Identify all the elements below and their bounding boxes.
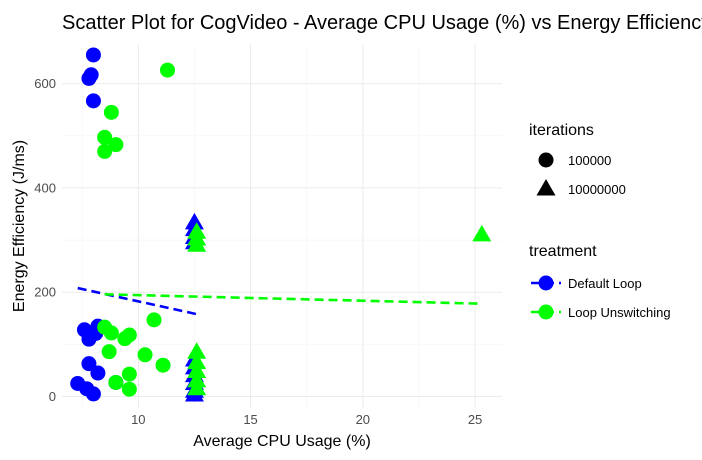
data-point-triangle — [187, 342, 207, 359]
x-tick-label: 15 — [243, 412, 257, 427]
data-point-circle — [97, 143, 113, 159]
data-point-triangle — [187, 378, 207, 396]
legend-key-triangle — [536, 179, 556, 196]
data-point-circle — [160, 62, 176, 78]
data-point-circle — [155, 357, 171, 373]
y-tick-label: 0 — [49, 389, 56, 404]
data-point-circle — [81, 331, 97, 347]
x-axis-title: Average CPU Usage (%) — [193, 433, 371, 450]
trend-layer — [77, 286, 482, 316]
data-point-circle — [85, 386, 101, 402]
legend-key-circle — [538, 275, 554, 291]
plot-panel — [62, 44, 502, 408]
data-point-triangle — [472, 224, 492, 242]
legend-label-iterations: 100000 — [568, 153, 611, 168]
y-tick-label: 200 — [34, 285, 56, 300]
data-point-circle — [85, 93, 101, 109]
data-point-triangle — [187, 352, 207, 370]
trend-line — [77, 286, 197, 316]
y-axis-title: Energy Efficiency (J/ms) — [11, 140, 28, 312]
legend-key-circle — [538, 152, 554, 168]
legend-label-treatment: Loop Unswitching — [568, 305, 671, 320]
data-point-circle — [108, 137, 124, 153]
data-point-circle — [121, 366, 137, 382]
data-point-circle — [108, 374, 124, 390]
legend-label-iterations: 10000000 — [568, 182, 626, 197]
chart-title: Scatter Plot for CogVideo - Average CPU … — [62, 12, 702, 34]
data-point-circle — [103, 104, 119, 120]
data-point-circle — [90, 365, 106, 381]
data-point-circle — [103, 325, 119, 341]
x-tick-label: 25 — [468, 412, 482, 427]
y-tick-label: 600 — [34, 76, 56, 91]
data-point-circle — [85, 47, 101, 63]
point-layer — [70, 47, 492, 402]
data-point-circle — [97, 129, 113, 145]
data-point-circle — [81, 70, 97, 86]
data-point-circle — [137, 347, 153, 363]
legend-title-iterations: iterations — [529, 122, 594, 139]
trend-line — [104, 293, 482, 306]
data-point-triangle — [187, 361, 207, 378]
tick-label-layer: 10 15 20 25 0 200 400 600 — [34, 76, 482, 427]
x-tick-label: 10 — [131, 412, 145, 427]
data-point-circle — [101, 344, 117, 360]
x-tick-label: 20 — [356, 412, 370, 427]
data-point-circle — [146, 312, 162, 328]
legend: iterations 100000 10000000 treatment Default… — [529, 122, 671, 320]
grid-layer — [62, 44, 502, 408]
data-point-circle — [81, 356, 97, 372]
legend-title-treatment: treatment — [529, 243, 597, 260]
y-tick-label: 400 — [34, 180, 56, 195]
legend-label-treatment: Default Loop — [568, 276, 642, 291]
data-point-circle — [121, 381, 137, 397]
data-point-triangle — [187, 235, 207, 252]
data-point-circle — [117, 331, 133, 347]
legend-key-circle — [538, 304, 554, 320]
